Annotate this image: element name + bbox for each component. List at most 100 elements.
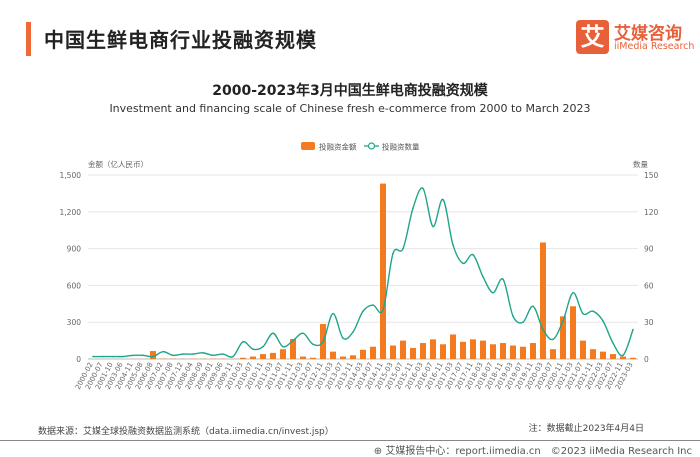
point-count — [362, 310, 364, 312]
legend-swatch-count-marker — [369, 143, 375, 149]
point-count — [332, 313, 334, 315]
line-count — [93, 188, 633, 357]
y-tick-right: 30 — [644, 318, 654, 327]
point-count — [282, 346, 284, 348]
point-count — [512, 315, 514, 317]
y-tick-right: 60 — [644, 281, 654, 290]
point-count — [372, 304, 374, 306]
point-count — [342, 337, 344, 339]
point-count — [182, 353, 184, 355]
point-count — [472, 254, 474, 256]
point-count — [172, 355, 174, 357]
point-count — [492, 292, 494, 294]
point-count — [622, 355, 624, 357]
point-count — [392, 253, 394, 255]
point-count — [202, 352, 204, 354]
bar-amount — [250, 357, 256, 359]
bar-amount — [530, 343, 536, 359]
point-count — [462, 263, 464, 265]
y-tick-left: 1,500 — [60, 171, 82, 180]
point-count — [292, 340, 294, 342]
point-count — [192, 353, 194, 355]
bar-amount — [360, 350, 366, 359]
y-tick-left: 1,200 — [60, 208, 82, 217]
legend-swatch-amount — [301, 142, 315, 150]
point-count — [422, 188, 424, 190]
y-axis-right-title: 数量 — [633, 159, 648, 169]
point-count — [552, 339, 554, 341]
point-count — [572, 292, 574, 294]
y-tick-left: 300 — [67, 318, 82, 327]
bar-amount — [450, 334, 456, 359]
y-tick-right: 150 — [644, 171, 659, 180]
bar-amount — [550, 349, 556, 359]
bar-amount — [610, 354, 616, 359]
point-count — [122, 356, 124, 358]
bar-amount — [480, 341, 486, 359]
bar-amount — [390, 346, 396, 359]
bar-amount — [570, 306, 576, 359]
point-count — [92, 356, 94, 358]
point-count — [142, 355, 144, 357]
point-count — [522, 321, 524, 323]
bar-amount — [420, 343, 426, 359]
bar-amount — [410, 348, 416, 359]
point-count — [602, 320, 604, 322]
point-count — [452, 244, 454, 246]
point-count — [532, 305, 534, 307]
point-count — [352, 331, 354, 333]
data-note: 注：数据截止2023年4月4日 — [529, 421, 644, 434]
bar-amount — [580, 341, 586, 359]
bar-amount — [470, 339, 476, 359]
y-tick-right: 90 — [644, 245, 654, 254]
y-tick-left: 900 — [67, 245, 82, 254]
legend-label-amount: 投融资金额 — [319, 142, 357, 152]
point-count — [432, 226, 434, 228]
legend: 投融资金额 投融资数量 — [301, 142, 420, 152]
point-count — [482, 276, 484, 278]
data-source: 数据来源：艾媒全球投融资数据监测系统（data.iimedia.cn/inves… — [38, 424, 334, 437]
bar-amount — [500, 343, 506, 359]
point-count — [382, 309, 384, 311]
bar-amount — [280, 349, 286, 359]
y-tick-left: 600 — [67, 281, 82, 290]
bar-amount — [330, 352, 336, 359]
bar-amount — [370, 347, 376, 359]
point-count — [102, 356, 104, 358]
point-count — [412, 207, 414, 209]
y-tick-left: 0 — [76, 355, 81, 364]
y-tick-right: 120 — [644, 208, 659, 217]
bar-amount — [340, 357, 346, 359]
report-center-icon: ⊕ — [374, 446, 386, 457]
point-count — [612, 342, 614, 344]
point-count — [262, 346, 264, 348]
point-count — [302, 332, 304, 334]
point-count — [582, 313, 584, 315]
point-count — [442, 199, 444, 201]
point-count — [542, 329, 544, 331]
bar-amount — [260, 354, 266, 359]
bar-amount — [520, 347, 526, 359]
point-count — [242, 341, 244, 343]
point-count — [132, 355, 134, 357]
point-count — [162, 351, 164, 353]
bar-amount — [630, 358, 636, 359]
footer-copyright-text: 艾媒报告中心：report.iimedia.cn ©2023 iiMedia R… — [385, 446, 692, 457]
bar-amount — [490, 344, 496, 359]
point-count — [152, 356, 154, 358]
point-count — [312, 343, 314, 345]
bar-amount — [240, 358, 246, 359]
footer-divider — [0, 440, 700, 441]
legend-label-count: 投融资数量 — [382, 142, 420, 152]
y-tick-right: 0 — [644, 355, 649, 364]
bar-amount — [380, 184, 386, 359]
bar-amount — [300, 357, 306, 359]
point-count — [222, 353, 224, 355]
bar-amount — [310, 358, 316, 359]
point-count — [272, 332, 274, 334]
point-count — [562, 320, 564, 322]
point-count — [112, 356, 114, 358]
bar-amount — [460, 342, 466, 359]
bar-amount — [540, 242, 546, 359]
